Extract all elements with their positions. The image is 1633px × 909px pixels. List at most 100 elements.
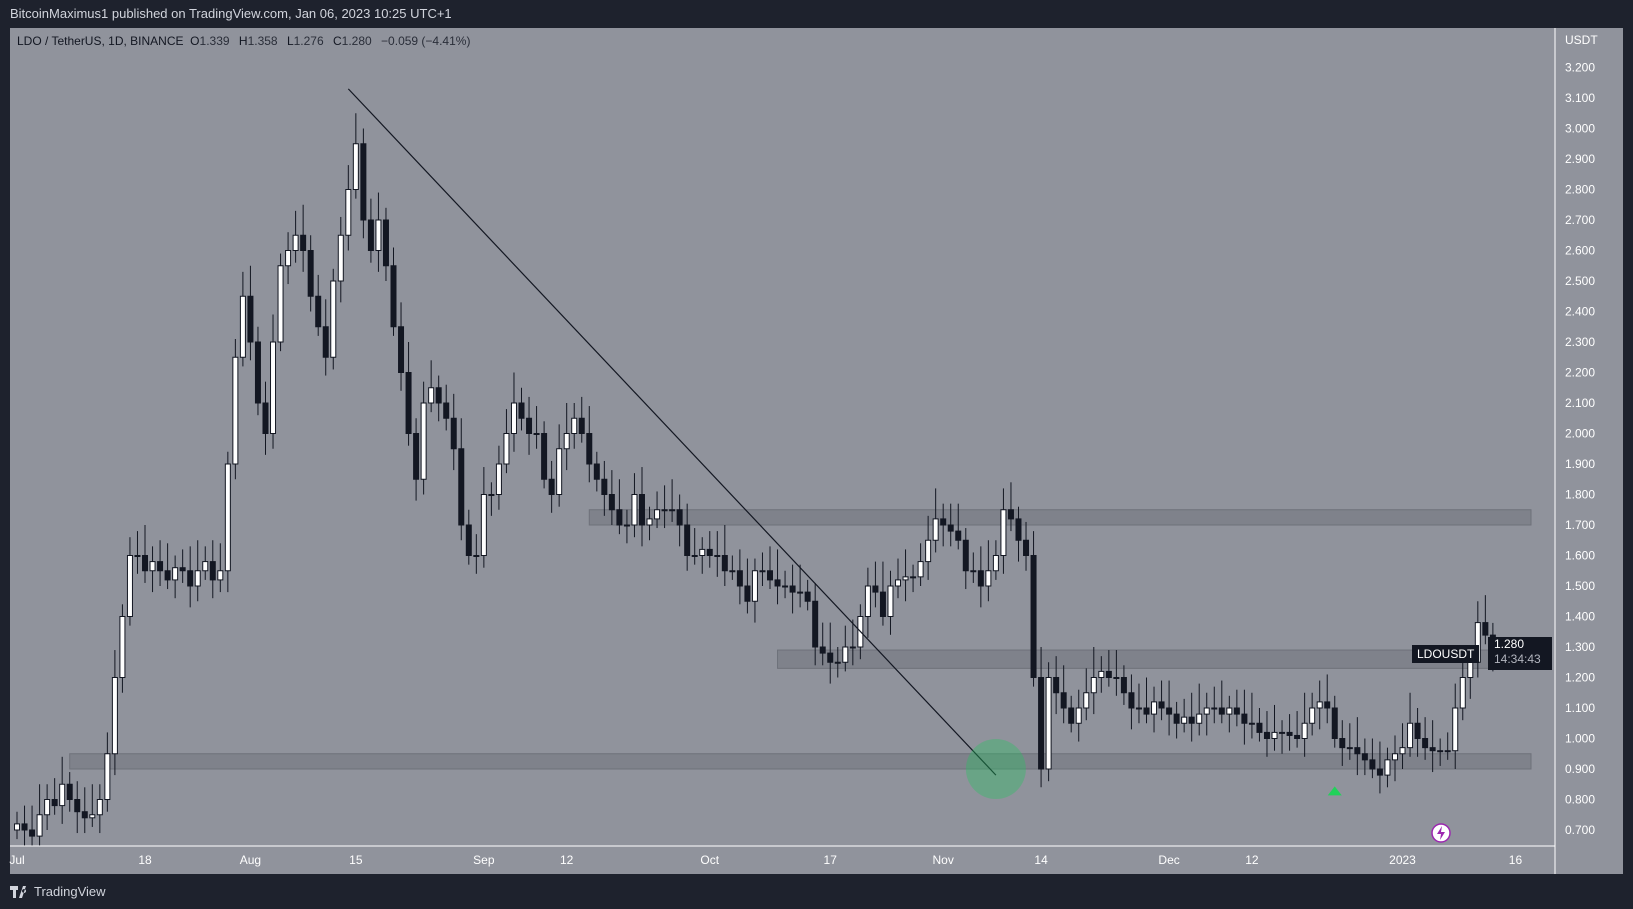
candle-down bbox=[1263, 731, 1270, 740]
candle-up bbox=[797, 591, 804, 594]
legend-l-label: L bbox=[286, 34, 294, 48]
candle-up bbox=[224, 463, 231, 572]
legend-change: −0.059 (−4.41%) bbox=[381, 34, 471, 48]
price-tick-label: 2.100 bbox=[1565, 396, 1595, 410]
candle-up bbox=[759, 570, 766, 573]
candle-down bbox=[638, 494, 645, 526]
candle-down bbox=[1354, 747, 1361, 755]
chart-pane[interactable] bbox=[10, 28, 1623, 874]
candle-up bbox=[1301, 722, 1308, 739]
candle-down bbox=[1286, 731, 1293, 736]
candle-up bbox=[714, 555, 721, 557]
candle-up bbox=[277, 265, 284, 343]
candle-up bbox=[1452, 707, 1459, 752]
price-tick-label: 1.500 bbox=[1565, 579, 1595, 593]
candle-up bbox=[59, 783, 66, 807]
candle-up bbox=[495, 463, 502, 495]
candle-down bbox=[66, 783, 73, 800]
candle-down bbox=[398, 326, 405, 373]
plot-area bbox=[14, 88, 1532, 846]
candle-up bbox=[1459, 677, 1466, 709]
legend-open: 1.339 bbox=[199, 34, 230, 48]
candle-down bbox=[804, 591, 811, 602]
price-tick-label: 0.800 bbox=[1565, 793, 1595, 807]
candle-up bbox=[217, 570, 224, 581]
candle-up bbox=[1437, 750, 1444, 753]
time-tick-label: Jul bbox=[9, 853, 24, 867]
candle-up bbox=[661, 509, 668, 512]
candle-down bbox=[955, 530, 962, 541]
candle-up bbox=[925, 539, 932, 563]
candle-down bbox=[1120, 677, 1127, 694]
candle-down bbox=[1324, 701, 1331, 709]
candle-up bbox=[134, 555, 141, 557]
candle-up bbox=[111, 677, 118, 755]
candle-down bbox=[593, 463, 600, 480]
tradingview-logo-icon bbox=[10, 885, 27, 898]
candle-down bbox=[548, 478, 555, 495]
candle-down bbox=[51, 799, 58, 807]
legend-c-label: C bbox=[333, 34, 342, 48]
highlight-circle bbox=[965, 739, 1026, 799]
candle-down bbox=[1023, 539, 1030, 556]
candle-up bbox=[887, 585, 894, 617]
price-tick-label: 1.200 bbox=[1565, 671, 1595, 685]
candle-up bbox=[1391, 753, 1398, 761]
candle-down bbox=[1256, 722, 1263, 733]
candle-up bbox=[149, 561, 156, 572]
price-tick-label: 3.000 bbox=[1565, 122, 1595, 136]
candle-down bbox=[706, 548, 713, 557]
candle-down bbox=[458, 448, 465, 526]
candle-up bbox=[729, 570, 736, 573]
candle-down bbox=[179, 567, 186, 572]
candle-down bbox=[1241, 713, 1248, 724]
legend-close: 1.280 bbox=[341, 34, 372, 48]
candle-up bbox=[14, 823, 20, 831]
candle-up bbox=[1196, 713, 1203, 724]
candle-up bbox=[96, 799, 103, 816]
price-tick-label: 2.200 bbox=[1565, 366, 1595, 380]
candle-down bbox=[157, 561, 164, 572]
price-tick-label: 1.700 bbox=[1565, 518, 1595, 532]
candle-down bbox=[1105, 670, 1112, 679]
price-tick-label: 2.800 bbox=[1565, 183, 1595, 197]
candle-down bbox=[812, 600, 819, 648]
candle-down bbox=[21, 823, 28, 831]
candle-down bbox=[29, 829, 36, 837]
price-tick-label: 1.600 bbox=[1565, 549, 1595, 563]
price-tick-label: 2.900 bbox=[1565, 152, 1595, 166]
candle-down bbox=[1128, 692, 1135, 709]
tradingview-logo[interactable]: TradingView bbox=[10, 884, 106, 899]
candle-up bbox=[337, 234, 344, 282]
up-arrow-marker bbox=[1327, 786, 1342, 796]
candle-down bbox=[1038, 677, 1045, 770]
candle-down bbox=[1158, 701, 1165, 709]
time-tick-label: 16 bbox=[1509, 853, 1523, 867]
trendline bbox=[347, 88, 997, 776]
published-text: BitcoinMaximus1 published on TradingView… bbox=[10, 6, 452, 21]
price-tick-label: 0.700 bbox=[1565, 823, 1595, 837]
candle-down bbox=[1233, 707, 1240, 715]
support-resistance-zone bbox=[69, 753, 1532, 770]
candle-up bbox=[473, 555, 480, 557]
price-tick-label: 2.000 bbox=[1565, 427, 1595, 441]
candle-up bbox=[270, 341, 277, 434]
candle-up bbox=[533, 433, 540, 435]
candle-down bbox=[209, 561, 216, 581]
candle-down bbox=[1361, 753, 1368, 761]
candle-down bbox=[586, 433, 593, 465]
candle-down bbox=[819, 646, 826, 654]
candle-up bbox=[420, 402, 427, 480]
candle-up bbox=[563, 433, 570, 450]
candle-up bbox=[849, 646, 856, 649]
time-tick-label: 2023 bbox=[1389, 853, 1416, 867]
candle-up bbox=[751, 570, 758, 602]
candle-down bbox=[1376, 768, 1383, 776]
candle-down bbox=[526, 417, 533, 434]
candle-down bbox=[1060, 692, 1067, 709]
candle-down bbox=[254, 341, 261, 404]
candle-up bbox=[691, 555, 698, 557]
candle-down bbox=[1068, 707, 1075, 724]
candle-up bbox=[631, 494, 638, 526]
